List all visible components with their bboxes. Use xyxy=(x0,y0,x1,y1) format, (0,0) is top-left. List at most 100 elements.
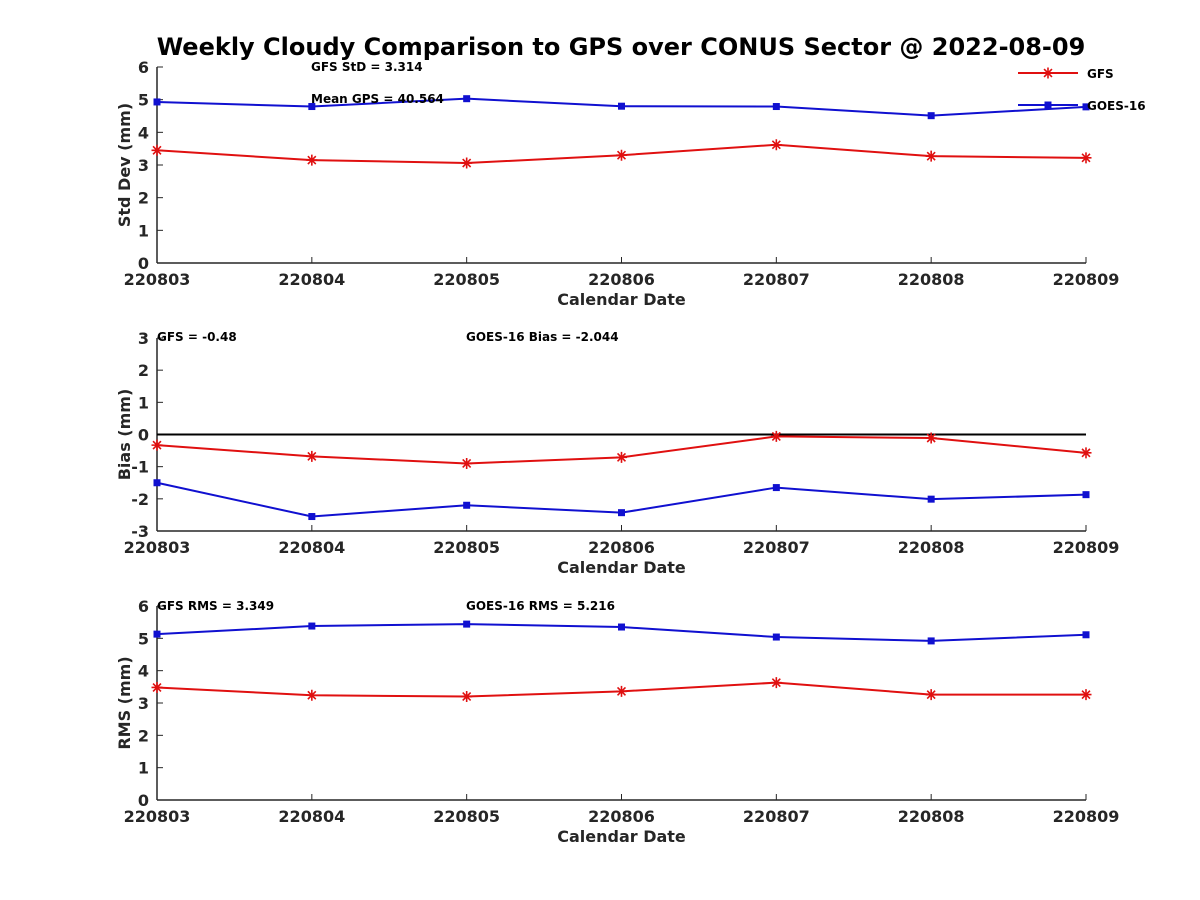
data-point-goes16 xyxy=(772,484,780,492)
x-tick-label: 220805 xyxy=(433,538,500,557)
data-point-goes16 xyxy=(618,623,625,631)
legend-marker-gfs xyxy=(1042,67,1054,79)
data-point-gfs xyxy=(616,685,627,697)
data-point-gfs xyxy=(151,439,163,451)
series-goes16 xyxy=(153,620,1090,645)
data-point-gfs xyxy=(306,154,318,166)
x-tick-label: 220804 xyxy=(278,538,345,557)
x-tick-label: 220806 xyxy=(588,270,655,289)
x-tick-label: 220808 xyxy=(898,270,965,289)
series-goes16 xyxy=(153,95,1090,120)
y-tick-label: 2 xyxy=(138,361,149,380)
data-point-gfs xyxy=(306,689,318,701)
data-point-goes16 xyxy=(618,509,625,517)
x-tick-label: 220803 xyxy=(124,538,191,557)
data-point-goes16 xyxy=(927,495,935,503)
panel-2: -3 -2 -1 0 1 2 3 220803 220804 220805 220806 220807… xyxy=(115,329,1119,577)
series-gfs xyxy=(151,139,1092,169)
x-tick-label: 220808 xyxy=(898,538,965,557)
data-point-gfs xyxy=(770,430,782,442)
data-point-goes16 xyxy=(463,620,471,628)
x-tick-label: 220804 xyxy=(278,807,345,826)
data-point-goes16 xyxy=(1082,491,1090,499)
y-tick-label: 0 xyxy=(138,254,149,273)
annotation: GOES-16 RMS = 5.216 xyxy=(466,599,615,613)
y-axis-label: Std Dev (mm) xyxy=(115,103,134,227)
y-tick-label: 3 xyxy=(138,694,149,713)
data-point-gfs xyxy=(925,432,937,444)
y-tick-label: 4 xyxy=(138,662,149,681)
data-point-gfs xyxy=(1080,447,1092,459)
data-point-gfs xyxy=(925,150,937,162)
figure-title: Weekly Cloudy Comparison to GPS over CON… xyxy=(157,33,1086,61)
panel-1: 0 1 2 3 4 5 6 220803 220804 220805 220806 220807 220… xyxy=(115,58,1119,309)
y-axis-label: Bias (mm) xyxy=(115,389,134,481)
data-point-gfs xyxy=(616,149,627,161)
data-point-gfs xyxy=(1080,689,1092,701)
data-point-gfs xyxy=(1080,152,1092,164)
series-goes16 xyxy=(153,479,1090,521)
y-tick-label: 0 xyxy=(138,791,149,810)
x-tick-label: 220808 xyxy=(898,807,965,826)
annotation: Mean GPS = 40.564 xyxy=(311,92,444,106)
panel-3: 0 1 2 3 4 5 6 220803 220804 220805 220806 220807 220… xyxy=(115,597,1119,846)
series-gfs xyxy=(151,430,1092,469)
data-point-goes16 xyxy=(153,98,161,106)
x-axis-label: Calendar Date xyxy=(557,558,686,577)
data-point-goes16 xyxy=(463,501,471,509)
data-point-goes16 xyxy=(308,513,316,521)
y-tick-label: 0 xyxy=(138,426,149,445)
x-tick-label: 220809 xyxy=(1053,538,1120,557)
y-tick-label: -2 xyxy=(131,490,149,509)
y-tick-label: 6 xyxy=(138,58,149,77)
x-tick-label: 220807 xyxy=(743,538,810,557)
data-point-goes16 xyxy=(153,479,161,487)
y-tick-label: 2 xyxy=(138,726,149,745)
legend-entry-goes16: GOES-16 xyxy=(1018,99,1146,113)
y-tick-label: 3 xyxy=(138,329,149,348)
data-point-goes16 xyxy=(927,637,935,645)
series-gfs xyxy=(151,677,1092,703)
data-point-gfs xyxy=(461,457,473,469)
data-point-goes16 xyxy=(308,103,316,111)
data-point-gfs xyxy=(151,144,163,156)
data-point-gfs xyxy=(770,677,782,689)
y-tick-label: 6 xyxy=(138,597,149,616)
y-tick-label: 3 xyxy=(138,156,149,175)
data-point-goes16 xyxy=(463,95,471,103)
legend: GFS GOES-16 xyxy=(1018,67,1146,113)
y-tick-label: 1 xyxy=(138,221,149,240)
data-point-gfs xyxy=(616,451,627,463)
data-point-goes16 xyxy=(153,630,161,638)
annotation: GFS StD = 3.314 xyxy=(311,60,423,74)
annotation: GFS RMS = 3.349 xyxy=(157,599,274,613)
y-tick-label: -1 xyxy=(131,458,149,477)
y-tick-label: 2 xyxy=(138,189,149,208)
data-point-goes16 xyxy=(618,102,625,110)
x-tick-label: 220805 xyxy=(433,807,500,826)
data-point-goes16 xyxy=(308,622,316,630)
x-tick-label: 220803 xyxy=(124,270,191,289)
annotation: GOES-16 Bias = -2.044 xyxy=(466,330,619,344)
x-tick-label: 220803 xyxy=(124,807,191,826)
y-axis-label: RMS (mm) xyxy=(115,656,134,749)
data-point-gfs xyxy=(925,689,937,701)
data-point-goes16 xyxy=(772,633,780,641)
x-tick-label: 220806 xyxy=(588,807,655,826)
data-point-goes16 xyxy=(1082,103,1090,111)
legend-marker-goes16 xyxy=(1044,101,1052,109)
data-point-gfs xyxy=(770,139,782,151)
y-tick-label: 1 xyxy=(138,759,149,778)
data-point-gfs xyxy=(461,157,473,169)
y-tick-label: 4 xyxy=(138,123,149,142)
data-point-gfs xyxy=(151,681,163,693)
legend-label-goes16: GOES-16 xyxy=(1087,99,1146,113)
data-point-goes16 xyxy=(927,112,935,120)
x-axis-label: Calendar Date xyxy=(557,827,686,846)
x-axis-label: Calendar Date xyxy=(557,290,686,309)
annotation: GFS = -0.48 xyxy=(157,330,237,344)
x-tick-label: 220809 xyxy=(1053,807,1120,826)
legend-label-gfs: GFS xyxy=(1087,67,1114,81)
y-tick-label: -3 xyxy=(131,522,149,541)
